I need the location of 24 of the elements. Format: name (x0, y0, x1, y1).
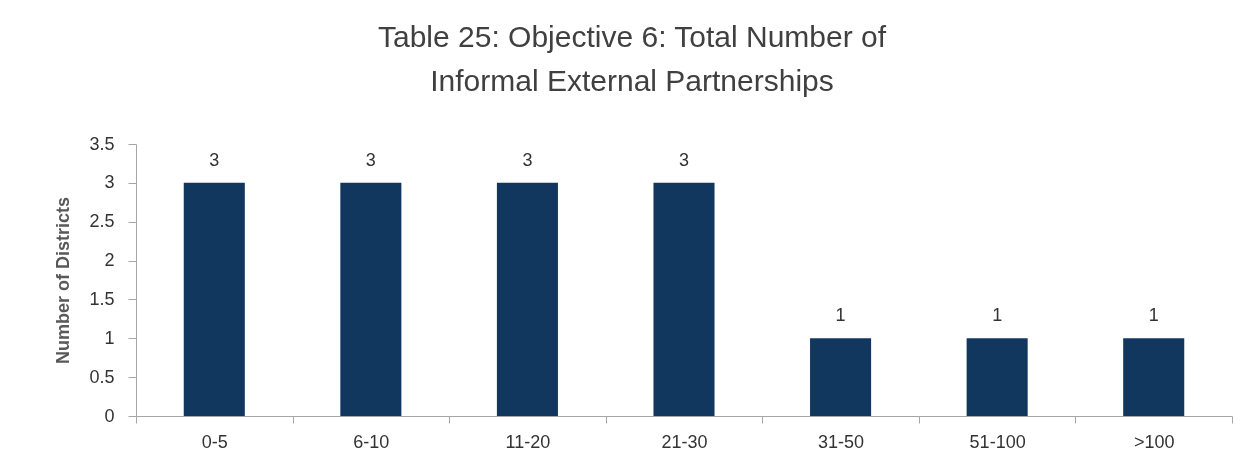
x-tick-label: >100 (1133, 431, 1175, 452)
data-label: 3 (678, 149, 690, 170)
y-tick-label: 3.5 (89, 133, 115, 154)
x-tick-label: 11-20 (505, 431, 551, 452)
x-tick-label: 51-100 (969, 431, 1026, 452)
data-label: 3 (522, 149, 533, 170)
y-tick-label: 0 (104, 405, 115, 426)
data-label: 3 (365, 149, 376, 170)
y-tick-label: 3 (104, 172, 115, 193)
y-tick-label: 0.5 (89, 366, 115, 387)
x-tick-label: 6-10 (353, 431, 390, 452)
y-axis-title: Number of Districts (53, 196, 74, 365)
chart-title: Table 25: Objective 6: Total Number of Informal External Partnerships (377, 20, 887, 97)
data-label: 1 (992, 305, 1003, 326)
data-label: 3 (209, 149, 220, 170)
y-tick-label: 2.5 (89, 211, 115, 232)
data-label: 1 (1148, 305, 1159, 326)
y-tick-label: 1.5 (89, 288, 115, 309)
y-tick-label: 1 (104, 327, 115, 348)
x-tick-label: 0-5 (201, 431, 228, 452)
y-tick-label: 2 (104, 250, 115, 271)
x-tick-label: 21-30 (661, 431, 708, 452)
x-tick-label: 31-50 (818, 431, 865, 452)
data-label: 1 (835, 305, 846, 326)
